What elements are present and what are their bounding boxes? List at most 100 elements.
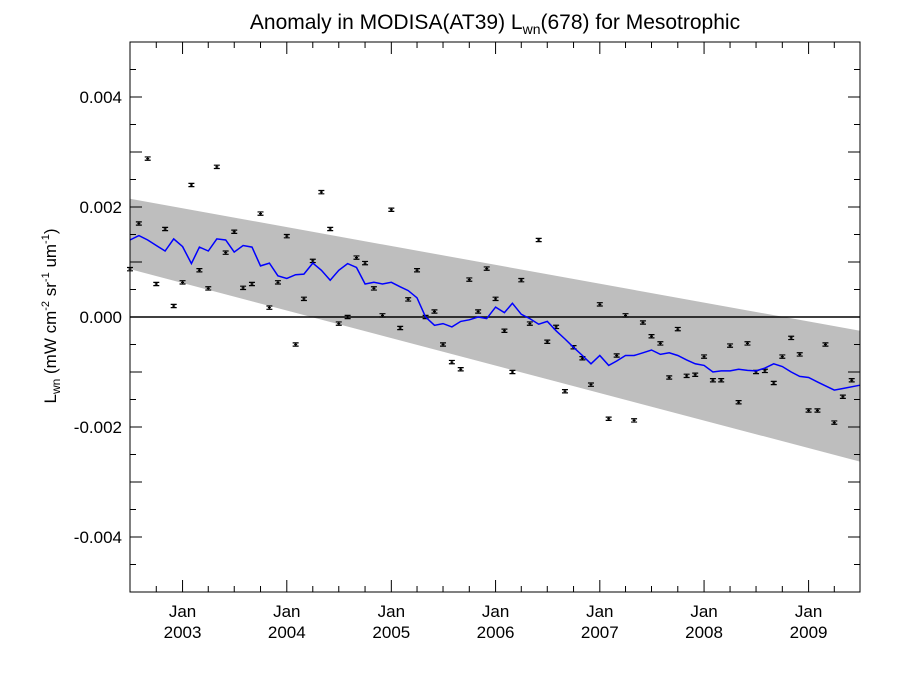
error-bar — [657, 341, 664, 346]
error-bar — [814, 408, 821, 413]
error-bar — [831, 420, 838, 425]
data-point — [300, 296, 307, 302]
data-point — [657, 341, 664, 346]
data-point — [475, 309, 482, 314]
data-point — [379, 313, 386, 318]
data-point — [639, 320, 646, 325]
error-bar — [466, 277, 473, 282]
data-point — [501, 328, 508, 333]
chart-title-rest: (678) for Mesotrophic — [541, 11, 741, 34]
x-tick-label-month: Jan — [482, 602, 509, 621]
data-point — [327, 226, 334, 232]
data-point — [135, 221, 142, 226]
x-tick-label-year: 2007 — [581, 623, 619, 642]
data-point — [240, 285, 247, 291]
data-point — [283, 233, 290, 239]
data-point — [727, 343, 734, 348]
error-bar — [761, 368, 768, 374]
data-point — [744, 341, 751, 346]
data-point — [457, 367, 464, 372]
error-bar — [144, 156, 151, 161]
axes-layer: 0.004 0.002 0.000 -0.002 -0.004 Jan 2003 Jan 200… — [74, 41, 861, 642]
error-bar — [848, 378, 855, 383]
data-point — [388, 207, 395, 212]
data-point — [822, 342, 829, 347]
error-bar — [431, 309, 438, 314]
data-point — [483, 266, 490, 271]
y-tick-label: 0.004 — [79, 88, 122, 107]
data-point — [188, 182, 195, 188]
data-point — [709, 378, 716, 383]
error-bar — [570, 345, 577, 350]
x-tick-label-month: Jan — [690, 602, 717, 621]
error-bar — [544, 339, 551, 344]
data-point — [848, 378, 855, 383]
error-bar — [822, 342, 829, 347]
data-point — [596, 302, 603, 307]
data-point — [631, 418, 638, 423]
data-point — [153, 281, 160, 287]
data-point — [509, 369, 516, 375]
error-bar — [179, 280, 186, 285]
data-point — [770, 380, 777, 386]
error-bar — [335, 321, 342, 326]
error-bar — [370, 286, 377, 291]
data-point — [274, 280, 281, 285]
data-point — [561, 389, 568, 394]
error-bar — [674, 326, 681, 332]
data-point — [831, 420, 838, 425]
data-point — [579, 356, 586, 361]
error-bar — [135, 221, 142, 226]
y-axis-label-subscript: wn — [49, 379, 63, 395]
data-point — [492, 296, 499, 302]
data-point — [466, 277, 473, 282]
error-bar — [205, 286, 212, 291]
data-point — [266, 305, 273, 310]
data-point — [683, 373, 690, 379]
error-bar — [666, 375, 673, 380]
chart-title-main: Anomaly in MODISA(AT39) L — [250, 11, 523, 34]
error-bar — [553, 324, 560, 330]
error-bar — [639, 320, 646, 325]
error-bar — [344, 314, 351, 320]
confidence-band — [130, 198, 860, 462]
error-bar — [535, 237, 542, 243]
data-point — [839, 394, 846, 399]
error-bar — [501, 328, 508, 333]
error-bar — [231, 229, 238, 234]
y-axis-label-unit-open: (mW cm — [41, 311, 60, 379]
error-bar — [683, 373, 690, 379]
error-bar — [388, 207, 395, 212]
data-point — [335, 321, 342, 326]
error-bar — [362, 260, 369, 266]
error-bar — [770, 380, 777, 386]
error-bar — [327, 226, 334, 232]
data-point — [544, 339, 551, 344]
error-bar — [701, 354, 708, 359]
error-bar — [631, 418, 638, 423]
error-bar — [605, 416, 612, 421]
y-axis-label-exp3: -1 — [40, 234, 52, 244]
data-point — [370, 286, 377, 291]
error-bar — [475, 309, 482, 314]
error-bar — [727, 343, 734, 348]
data-point — [362, 260, 369, 266]
error-bar — [622, 313, 629, 318]
running-mean-layer — [129, 234, 861, 391]
data-point — [344, 314, 351, 320]
error-bar — [805, 408, 812, 413]
error-bar — [440, 342, 447, 347]
y-tick-label: 0.000 — [79, 308, 122, 327]
data-point — [553, 324, 560, 330]
data-point — [535, 237, 542, 243]
confidence-band-layer — [130, 198, 860, 462]
data-point — [622, 313, 629, 318]
chart-title-subscript: wn — [522, 21, 541, 37]
error-bar — [613, 353, 620, 358]
y-axis-label: Lwn (mW cm-2 sr-1 um-1) — [40, 228, 63, 403]
data-point — [796, 352, 803, 357]
data-point — [718, 378, 725, 383]
error-bar — [266, 305, 273, 310]
x-tick-label-month: Jan — [795, 602, 822, 621]
data-point — [353, 255, 360, 260]
